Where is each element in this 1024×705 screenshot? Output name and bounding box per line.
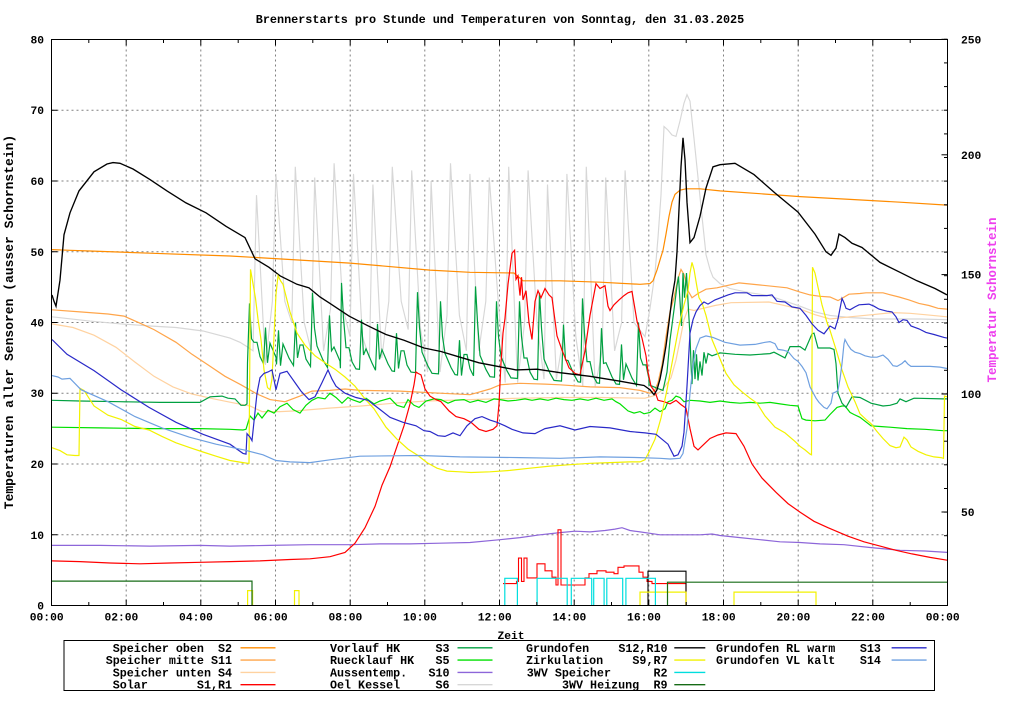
svg-text:R2: R2	[653, 666, 667, 680]
svg-text:16:00: 16:00	[627, 613, 661, 625]
svg-text:Grundofen RL warm: Grundofen RL warm	[716, 642, 835, 656]
svg-text:Grundofen: Grundofen	[526, 642, 589, 656]
svg-text:00:00: 00:00	[926, 613, 960, 625]
svg-text:R9: R9	[653, 679, 667, 693]
svg-text:18:00: 18:00	[702, 613, 736, 625]
svg-text:Speicher unten S4: Speicher unten S4	[113, 666, 232, 680]
svg-text:150: 150	[961, 271, 982, 283]
svg-text:Ruecklauf HK: Ruecklauf HK	[330, 654, 415, 668]
svg-text:Temperaturen aller Sensoren (a: Temperaturen aller Sensoren (ausser Scho…	[2, 135, 17, 509]
svg-text:04:00: 04:00	[179, 613, 213, 625]
svg-text:Grundofen VL kalt: Grundofen VL kalt	[716, 654, 835, 668]
svg-text:Speicher mitte S11: Speicher mitte S11	[106, 654, 232, 668]
svg-text:08:00: 08:00	[328, 613, 362, 625]
svg-text:100: 100	[961, 390, 982, 402]
svg-text:50: 50	[961, 508, 975, 520]
svg-text:06:00: 06:00	[254, 613, 288, 625]
svg-text:250: 250	[961, 35, 982, 47]
svg-text:S14: S14	[860, 654, 881, 668]
svg-text:22:00: 22:00	[851, 613, 885, 625]
svg-text:50: 50	[30, 248, 44, 260]
svg-text:3WV Heizung: 3WV Heizung	[562, 679, 639, 693]
svg-text:60: 60	[30, 177, 44, 189]
svg-text:S13: S13	[860, 642, 881, 656]
svg-text:10:00: 10:00	[403, 613, 437, 625]
svg-text:02:00: 02:00	[104, 613, 138, 625]
svg-text:14:00: 14:00	[552, 613, 586, 625]
svg-text:S12,R10: S12,R10	[618, 642, 667, 656]
svg-text:Vorlauf HK: Vorlauf HK	[330, 642, 401, 656]
svg-text:S10: S10	[428, 666, 449, 680]
svg-text:Zirkulation: Zirkulation	[526, 654, 603, 668]
svg-text:30: 30	[30, 389, 44, 401]
svg-text:Solar S1,R1: Solar S1,R1	[113, 679, 232, 693]
svg-text:Aussentemp.: Aussentemp.	[330, 666, 407, 680]
svg-text:3WV Speicher: 3WV Speicher	[527, 666, 611, 680]
svg-text:S6: S6	[435, 679, 449, 693]
svg-text:200: 200	[961, 151, 982, 163]
svg-text:40: 40	[30, 319, 44, 331]
svg-text:Oel Kessel: Oel Kessel	[330, 679, 400, 693]
svg-text:70: 70	[30, 106, 44, 118]
svg-text:80: 80	[30, 36, 44, 48]
svg-text:20:00: 20:00	[776, 613, 810, 625]
svg-text:Speicher oben S2: Speicher oben S2	[113, 642, 232, 656]
svg-text:Brennerstarts pro Stunde und T: Brennerstarts pro Stunde und Temperature…	[256, 13, 744, 27]
svg-text:00:00: 00:00	[30, 613, 64, 625]
svg-text:Temperatur Schornstein: Temperatur Schornstein	[986, 217, 1000, 382]
svg-text:12:00: 12:00	[478, 613, 512, 625]
svg-text:S5: S5	[435, 654, 449, 668]
svg-text:0: 0	[37, 602, 44, 614]
svg-text:S9,R7: S9,R7	[632, 654, 667, 668]
svg-text:S3: S3	[435, 642, 449, 656]
svg-text:10: 10	[30, 531, 44, 543]
svg-text:20: 20	[30, 460, 44, 472]
